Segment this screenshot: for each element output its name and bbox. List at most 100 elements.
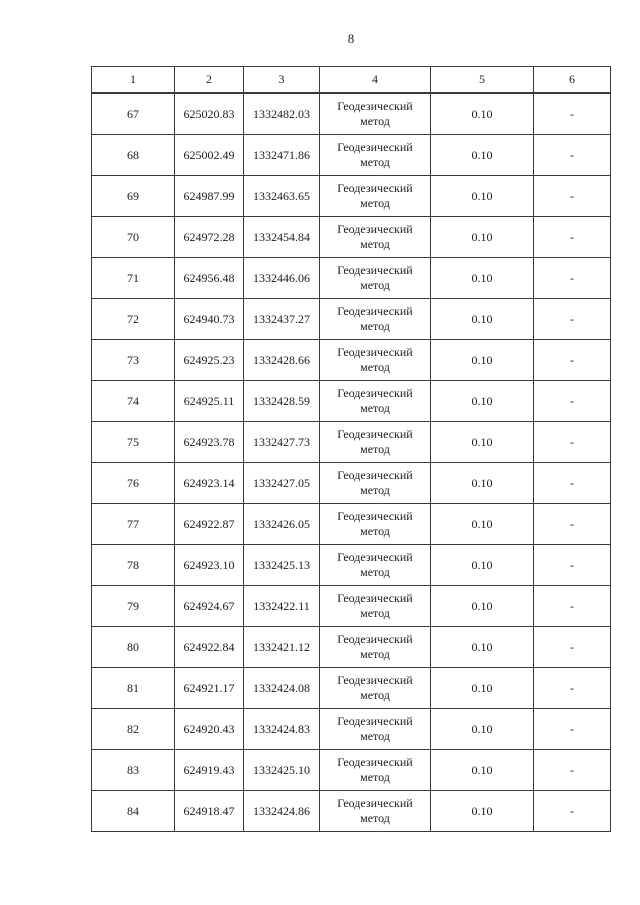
cell-accuracy: 0.10 <box>430 462 534 504</box>
cell-coordinate-x: 624921.17 <box>174 667 244 709</box>
cell-method: Геодезический метод <box>319 380 431 422</box>
cell-point-number: 77 <box>91 503 175 545</box>
table-row: 79 624924.67 1332422.11 Геодезический ме… <box>91 585 611 627</box>
cell-coordinate-x: 624918.47 <box>174 790 244 832</box>
cell-coordinate-x: 624923.10 <box>174 544 244 586</box>
cell-coordinate-y: 1332426.05 <box>243 503 320 545</box>
cell-method: Геодезический метод <box>319 298 431 340</box>
cell-note: - <box>533 339 611 381</box>
cell-accuracy: 0.10 <box>430 175 534 217</box>
cell-coordinate-y: 1332422.11 <box>243 585 320 627</box>
table-header-row: 1 2 3 4 5 6 <box>91 66 611 94</box>
cell-coordinate-x: 624972.28 <box>174 216 244 258</box>
cell-accuracy: 0.10 <box>430 216 534 258</box>
cell-accuracy: 0.10 <box>430 92 534 135</box>
cell-accuracy: 0.10 <box>430 257 534 299</box>
cell-accuracy: 0.10 <box>430 667 534 709</box>
cell-point-number: 82 <box>91 708 175 750</box>
table-row: 84 624918.47 1332424.86 Геодезический ме… <box>91 790 611 832</box>
table-row: 76 624923.14 1332427.05 Геодезический ме… <box>91 462 611 504</box>
cell-method: Геодезический метод <box>319 339 431 381</box>
cell-coordinate-y: 1332424.86 <box>243 790 320 832</box>
cell-accuracy: 0.10 <box>430 339 534 381</box>
cell-method: Геодезический метод <box>319 134 431 176</box>
cell-coordinate-y: 1332425.10 <box>243 749 320 791</box>
cell-coordinate-x: 624987.99 <box>174 175 244 217</box>
cell-accuracy: 0.10 <box>430 298 534 340</box>
table-row: 69 624987.99 1332463.65 Геодезический ме… <box>91 175 611 217</box>
cell-point-number: 81 <box>91 667 175 709</box>
cell-accuracy: 0.10 <box>430 749 534 791</box>
cell-note: - <box>533 298 611 340</box>
table-row: 68 625002.49 1332471.86 Геодезический ме… <box>91 134 611 176</box>
cell-accuracy: 0.10 <box>430 708 534 750</box>
page-number: 8 <box>347 31 355 46</box>
table-row: 75 624923.78 1332427.73 Геодезический ме… <box>91 421 611 463</box>
cell-accuracy: 0.10 <box>430 544 534 586</box>
table-row: 81 624921.17 1332424.08 Геодезический ме… <box>91 667 611 709</box>
table-row: 80 624922.84 1332421.12 Геодезический ме… <box>91 626 611 668</box>
cell-method: Геодезический метод <box>319 216 431 258</box>
cell-coordinate-y: 1332428.59 <box>243 380 320 422</box>
cell-point-number: 72 <box>91 298 175 340</box>
cell-accuracy: 0.10 <box>430 380 534 422</box>
cell-method: Геодезический метод <box>319 790 431 832</box>
cell-point-number: 68 <box>91 134 175 176</box>
cell-coordinate-y: 1332427.05 <box>243 462 320 504</box>
column-header-1: 1 <box>91 66 175 94</box>
cell-coordinate-x: 624919.43 <box>174 749 244 791</box>
cell-coordinate-y: 1332424.83 <box>243 708 320 750</box>
column-header-6: 6 <box>533 66 611 94</box>
cell-point-number: 75 <box>91 421 175 463</box>
table-row: 70 624972.28 1332454.84 Геодезический ме… <box>91 216 611 258</box>
table-row: 71 624956.48 1332446.06 Геодезический ме… <box>91 257 611 299</box>
cell-coordinate-x: 624940.73 <box>174 298 244 340</box>
cell-coordinate-y: 1332482.03 <box>243 92 320 135</box>
cell-coordinate-x: 624925.23 <box>174 339 244 381</box>
cell-note: - <box>533 134 611 176</box>
cell-note: - <box>533 421 611 463</box>
table-row: 73 624925.23 1332428.66 Геодезический ме… <box>91 339 611 381</box>
cell-point-number: 76 <box>91 462 175 504</box>
cell-note: - <box>533 92 611 135</box>
column-header-5: 5 <box>430 66 534 94</box>
cell-note: - <box>533 216 611 258</box>
cell-method: Геодезический метод <box>319 626 431 668</box>
cell-coordinate-x: 624922.84 <box>174 626 244 668</box>
coordinates-table: 1 2 3 4 5 6 67 625020.83 1332482.03 Геод… <box>91 66 611 832</box>
cell-note: - <box>533 585 611 627</box>
cell-point-number: 78 <box>91 544 175 586</box>
cell-coordinate-y: 1332454.84 <box>243 216 320 258</box>
cell-point-number: 80 <box>91 626 175 668</box>
cell-method: Геодезический метод <box>319 92 431 135</box>
table-row: 77 624922.87 1332426.05 Геодезический ме… <box>91 503 611 545</box>
cell-coordinate-x: 625020.83 <box>174 92 244 135</box>
cell-coordinate-y: 1332427.73 <box>243 421 320 463</box>
cell-note: - <box>533 380 611 422</box>
cell-note: - <box>533 790 611 832</box>
table-row: 67 625020.83 1332482.03 Геодезический ме… <box>91 92 611 135</box>
cell-accuracy: 0.10 <box>430 790 534 832</box>
cell-method: Геодезический метод <box>319 708 431 750</box>
table-row: 72 624940.73 1332437.27 Геодезический ме… <box>91 298 611 340</box>
cell-point-number: 83 <box>91 749 175 791</box>
cell-point-number: 74 <box>91 380 175 422</box>
cell-point-number: 69 <box>91 175 175 217</box>
cell-point-number: 79 <box>91 585 175 627</box>
cell-accuracy: 0.10 <box>430 585 534 627</box>
cell-note: - <box>533 667 611 709</box>
cell-coordinate-y: 1332421.12 <box>243 626 320 668</box>
cell-coordinate-x: 625002.49 <box>174 134 244 176</box>
cell-coordinate-y: 1332446.06 <box>243 257 320 299</box>
cell-method: Геодезический метод <box>319 667 431 709</box>
table-row: 78 624923.10 1332425.13 Геодезический ме… <box>91 544 611 586</box>
column-header-4: 4 <box>319 66 431 94</box>
cell-method: Геодезический метод <box>319 544 431 586</box>
cell-coordinate-x: 624956.48 <box>174 257 244 299</box>
cell-note: - <box>533 175 611 217</box>
table-row: 83 624919.43 1332425.10 Геодезический ме… <box>91 749 611 791</box>
cell-point-number: 70 <box>91 216 175 258</box>
cell-coordinate-x: 624924.67 <box>174 585 244 627</box>
cell-point-number: 71 <box>91 257 175 299</box>
